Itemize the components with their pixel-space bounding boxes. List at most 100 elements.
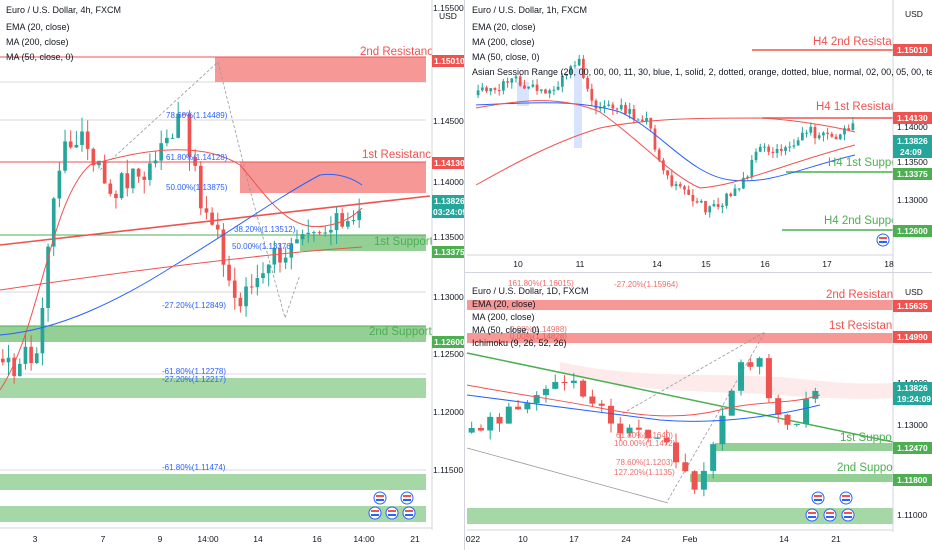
x-tick-4h-6: 14:00 xyxy=(353,534,375,544)
price-tag-1h-1: 1.14130 xyxy=(897,113,928,123)
c1h-candle-63 xyxy=(742,177,745,189)
x-tick-4h-4: 14 xyxy=(253,534,263,544)
chart-1d[interactable]: 161.80%(1.16015) -27.20%(1.15964) 0.00%(1.… xyxy=(466,273,932,544)
c1h-candle-33 xyxy=(615,108,619,110)
price-axis-1d[interactable]: USD1.140001.130001.110001.156351.149901.… xyxy=(892,273,932,532)
time-axis-1h[interactable]: 10 11 14 15 16 17 18 xyxy=(467,254,894,269)
c1h-candle-78 xyxy=(805,132,808,134)
price-tag-1d-1: 1.14990 xyxy=(897,332,928,342)
us-flag-icon-4h-0[interactable] xyxy=(373,491,387,505)
c4h-candle-15 xyxy=(85,131,90,149)
event-flags-1d[interactable] xyxy=(805,491,855,522)
time-axis-1d[interactable]: 022 10 17 24 Feb 14 21 xyxy=(466,529,893,544)
legend-ma200-1h: MA (200, close) xyxy=(472,37,535,47)
us-flag-icon-1h-0-stripe-b xyxy=(879,241,887,243)
c1d-candle-29 xyxy=(738,362,745,391)
c4h-candle-27 xyxy=(153,160,158,164)
c4h-candle-41 xyxy=(232,280,237,298)
plot-area-4h xyxy=(0,0,432,530)
c1d-candle-20 xyxy=(654,437,661,439)
c4h-candle-9 xyxy=(51,198,56,247)
us-flag-icon-1d-2-stripe-b xyxy=(808,516,816,518)
us-flag-icon-4h-3[interactable] xyxy=(385,506,399,520)
price-tag-bg-4h-2 xyxy=(432,195,464,207)
price-tag-bg-4h-4 xyxy=(432,336,464,348)
legend-ma50-1h: MA (50, close, 0) xyxy=(472,52,540,62)
zone-label-1: 1st Resistance xyxy=(362,149,437,161)
c4h-candle-52 xyxy=(295,239,299,244)
c4h-candle-45 xyxy=(255,278,260,288)
c1h-candle-10 xyxy=(518,76,522,86)
zone-label-1d-0: 2nd Resistance xyxy=(826,289,905,301)
c1h-candle-52 xyxy=(695,201,699,203)
price-tag-1h-3: 1.13375 xyxy=(897,169,928,179)
c1h-candle-69 xyxy=(767,146,771,152)
event-flags-4h[interactable] xyxy=(368,491,416,520)
c1h-candle-24 xyxy=(577,58,581,66)
c1h-candle-20 xyxy=(560,75,564,87)
c1d-candle-19 xyxy=(645,429,652,439)
price-tag-4h-4: 1.12600 xyxy=(434,337,465,347)
x-tick-1h-3: 15 xyxy=(701,259,711,269)
zone-band-resistance-1 xyxy=(240,162,426,193)
chart-4h[interactable]: 78.60%(1.14489) 61.80%(1.14128) 50.00%(1.1… xyxy=(0,0,467,544)
us-flag-icon-1d-4[interactable] xyxy=(841,508,855,522)
zones-1d xyxy=(467,300,893,524)
c4h-candle-63 xyxy=(357,210,362,221)
y-tick-1h-0: 1.14000 xyxy=(897,122,928,132)
c1h-candle-22 xyxy=(569,66,573,74)
us-flag-icon-1d-4-ring xyxy=(841,508,855,522)
zones-4h xyxy=(0,56,426,522)
price-tag-1h-2: 1.13826 xyxy=(897,136,928,146)
price-tag-bg-1d-1 xyxy=(893,331,932,343)
us-flag-icon-4h-1[interactable] xyxy=(400,491,414,505)
us-flag-icon-1d-0-stripe-b xyxy=(814,499,822,501)
axis-bg-4h xyxy=(432,0,464,530)
zone-band-1d-0 xyxy=(467,300,893,310)
c4h-candle-53 xyxy=(300,234,305,240)
c1d-candle-30 xyxy=(747,362,754,367)
c4h-candle-46 xyxy=(261,273,265,279)
c1h-candle-39 xyxy=(640,119,644,122)
us-flag-icon-1d-3-stripe-b xyxy=(826,516,834,518)
us-flag-icon-1d-4-stripe-b xyxy=(844,516,852,518)
c4h-candle-31 xyxy=(176,113,181,138)
c4h-candle-47 xyxy=(266,264,271,274)
us-flag-icon-1d-3[interactable] xyxy=(823,508,837,522)
us-flag-icon-1d-0[interactable] xyxy=(811,491,825,505)
c4h-candle-20 xyxy=(114,193,118,199)
time-axis-4h[interactable]: 3 7 9 14:00 14 16 14:00 21 xyxy=(0,527,432,544)
c1h-candle-14 xyxy=(535,84,539,91)
chart-1h[interactable]: H4 2nd Resistance H4 1st Resistance H4 1st… xyxy=(467,0,932,272)
support-band-extra-1d xyxy=(467,508,893,524)
c1h-candle-30 xyxy=(603,105,606,108)
us-flag-icon-4h-2-stripe-b xyxy=(371,514,379,516)
c1d-candle-8 xyxy=(542,388,549,396)
price-axis-1h[interactable]: USD 1.14000 1.13500 1.13000 1.15010 1.14130 1.… xyxy=(892,0,932,272)
c4h-candle-35 xyxy=(198,165,203,209)
c4h-candle-56 xyxy=(317,232,322,234)
x-tick-1h-4: 16 xyxy=(760,259,770,269)
countdown-bg-1h xyxy=(893,147,932,158)
c1h-candle-72 xyxy=(779,148,783,151)
us-flag-icon-1d-2[interactable] xyxy=(805,508,819,522)
c1d-candle-18 xyxy=(635,427,642,430)
c4h-candle-49 xyxy=(278,248,282,263)
us-flag-icon-4h-2[interactable] xyxy=(368,506,382,520)
us-flag-icon-1h-0[interactable] xyxy=(876,233,890,247)
ichimoku-cloud-1d xyxy=(560,362,893,399)
zone-band-1d-2 xyxy=(715,443,893,451)
c1d-candle-16 xyxy=(617,423,624,434)
c1d-candle-6 xyxy=(524,403,531,410)
c1d-candle-33 xyxy=(775,398,782,415)
us-flag-icon-4h-4[interactable] xyxy=(402,506,416,520)
countdown-bg-4h xyxy=(432,207,464,218)
us-flag-icon-4h-1-ring xyxy=(400,491,414,505)
us-flag-icon-1d-1[interactable] xyxy=(839,491,853,505)
c4h-candle-2 xyxy=(12,357,16,377)
c1d-candle-1 xyxy=(477,427,484,431)
c1h-candle-54 xyxy=(704,200,707,213)
event-flags-1h[interactable] xyxy=(876,233,890,247)
